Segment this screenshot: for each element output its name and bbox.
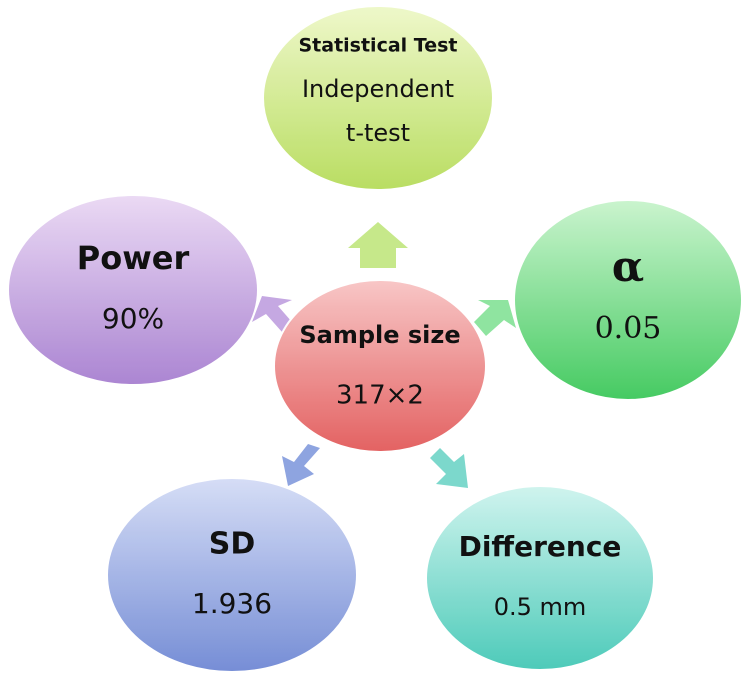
node-title: α xyxy=(612,242,644,291)
node-value: t-test xyxy=(346,119,410,147)
node-title: Difference xyxy=(459,530,622,563)
node-value: 1.936 xyxy=(192,587,272,620)
arrow-right xyxy=(474,300,516,336)
node-shape xyxy=(425,485,655,671)
node-value: 317×2 xyxy=(336,381,424,411)
node-shape xyxy=(7,194,259,386)
arrow-up xyxy=(348,222,408,268)
node-title: Power xyxy=(77,239,190,277)
node-value: 0.5 mm xyxy=(494,593,587,621)
node-title: Statistical Test xyxy=(298,35,457,57)
arrow-down-right xyxy=(430,448,468,488)
arrows xyxy=(252,222,516,488)
arrow-left xyxy=(252,296,292,332)
node-shape xyxy=(273,279,487,453)
node-title: SD xyxy=(209,527,256,562)
node-shape xyxy=(106,477,358,673)
node-value: 90% xyxy=(102,302,164,335)
node-value: Independent xyxy=(302,75,454,103)
node-shape xyxy=(262,5,494,191)
node-shape xyxy=(513,199,743,401)
node-value: 0.05 xyxy=(595,311,662,346)
node-title: Sample size xyxy=(299,321,460,349)
arrow-down-left xyxy=(282,444,320,486)
